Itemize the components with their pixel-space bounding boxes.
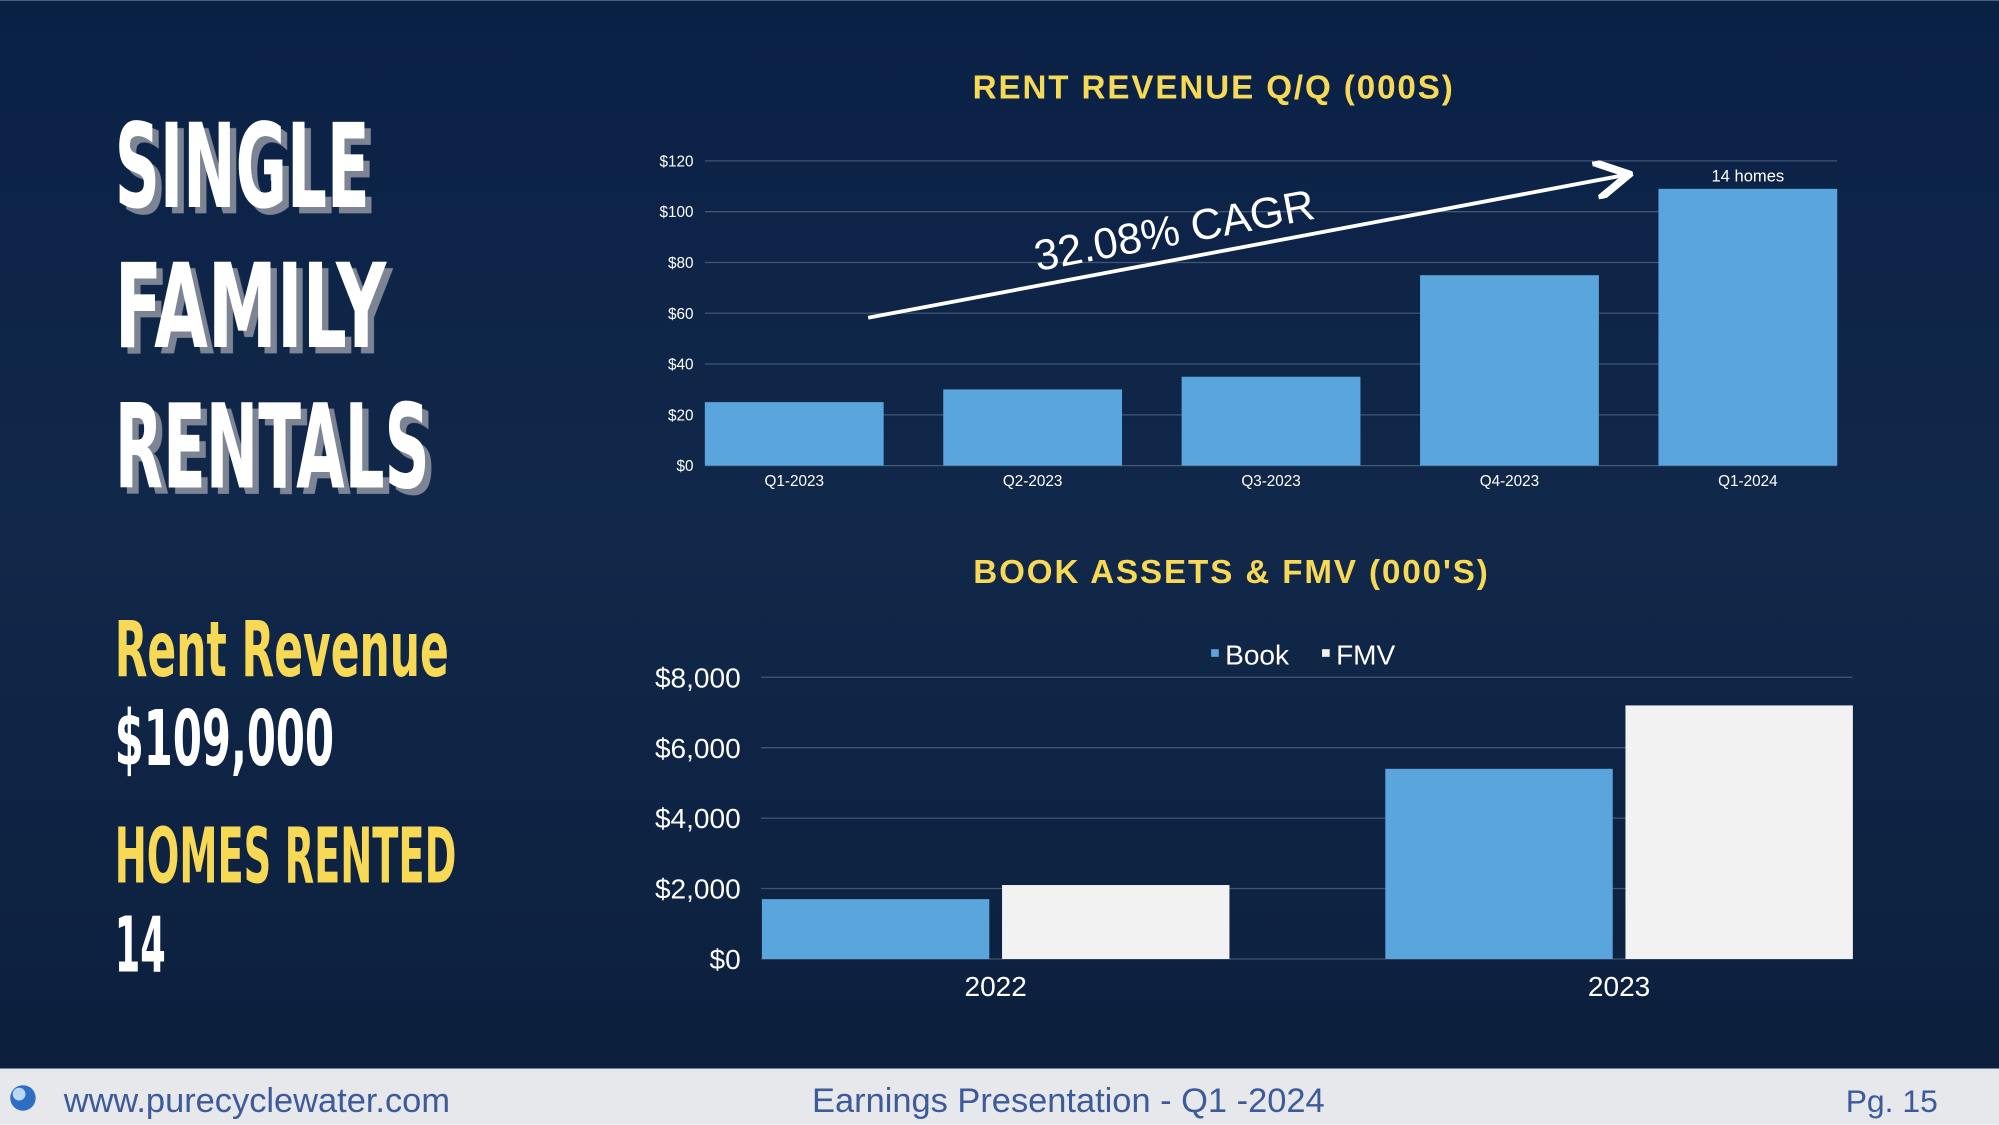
y-tick-label: $8,000 (655, 662, 741, 693)
bar (761, 899, 990, 959)
logo-highlight (12, 1087, 26, 1101)
stat-label: HOMES RENTED (115, 812, 457, 901)
stat-value: 14 (115, 902, 166, 991)
y-tick-label: $120 (660, 153, 694, 170)
x-tick-label: 2022 (964, 971, 1026, 1002)
annotation: 14 homes (1711, 166, 1784, 185)
stat-value: $109,000 (115, 695, 334, 784)
x-tick-label: Q4-2023 (1480, 473, 1539, 490)
x-tick-label: Q1-2024 (1718, 473, 1778, 490)
legend-label: FMV (1336, 639, 1395, 670)
bar (943, 389, 1123, 466)
bar (1625, 705, 1853, 959)
x-tick-label: Q2-2023 (1003, 473, 1062, 490)
slide-title: SINGLE FAMILY RENTALS (115, 98, 430, 515)
stat-label: Rent Revenue (115, 606, 449, 695)
title-line: FAMILY (115, 238, 388, 375)
y-tick-label: $0 (710, 944, 741, 975)
footer-bar (0, 1068, 1999, 1125)
footer-website: www.purecyclewater.com (63, 1082, 450, 1120)
y-tick-label: $40 (668, 357, 694, 374)
legend-label: Book (1225, 639, 1290, 670)
bar (1385, 768, 1613, 959)
bar (1181, 376, 1361, 466)
y-tick-label: $0 (677, 458, 694, 475)
x-tick-label: 2023 (1588, 971, 1650, 1002)
y-tick-label: $60 (668, 306, 694, 323)
y-tick-label: $100 (660, 204, 694, 221)
bar (704, 402, 884, 466)
legend-swatch (1211, 649, 1219, 657)
x-tick-label: Q1-2023 (765, 473, 824, 490)
title-line: RENTALS (115, 378, 430, 515)
trend-arrow (867, 175, 1625, 320)
y-tick-label: $4,000 (655, 803, 741, 834)
footer-center: Earnings Presentation - Q1 -2024 (812, 1082, 1325, 1120)
chart-title: RENT REVENUE Q/Q (000S) (973, 69, 1455, 106)
x-tick-label: Q3-2023 (1241, 473, 1300, 490)
bar (1002, 885, 1230, 959)
y-tick-label: $6,000 (655, 733, 741, 764)
chart-title: BOOK ASSETS & FMV (000'S) (973, 554, 1489, 591)
y-tick-label: $2,000 (655, 874, 741, 905)
bar (1420, 275, 1599, 466)
title-line: SINGLE (115, 98, 370, 235)
y-tick-label: $20 (668, 407, 694, 424)
bar (1658, 188, 1838, 466)
y-tick-label: $80 (668, 255, 694, 272)
footer-page: Pg. 15 (1846, 1083, 1938, 1119)
legend-swatch (1322, 649, 1330, 657)
